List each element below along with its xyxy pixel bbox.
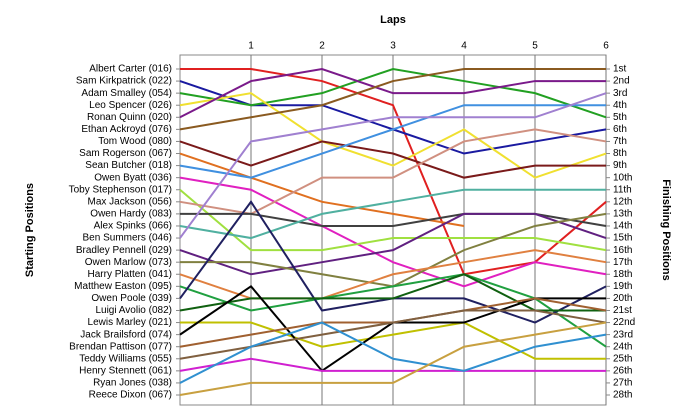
x-axis-title: Laps: [380, 14, 406, 26]
position-line: [179, 68, 606, 131]
y2-tick-label: 11th: [613, 184, 632, 195]
y2-tick-label: 1st: [613, 64, 627, 75]
start-label: Owen Byatt (036): [94, 172, 172, 183]
start-label: Adam Smalley (054): [81, 88, 172, 99]
position-line: [179, 92, 607, 179]
position-line: [179, 67, 606, 119]
y2-tick-label: 10th: [613, 172, 632, 183]
y2-tick-label: 28th: [613, 390, 632, 401]
position-line: [179, 92, 607, 239]
y2-tick-label: 16th: [613, 245, 632, 256]
x-tick-label: 1: [248, 41, 254, 52]
y2-tick-label: 23rd: [613, 329, 633, 340]
y2-tick-label: 26th: [613, 365, 632, 376]
position-line: [179, 67, 607, 119]
y2-tick-label: 9th: [613, 160, 627, 171]
y2-tick-label: 27th: [613, 378, 632, 389]
start-label: Alex Spinks (066): [94, 221, 172, 232]
y2-tick-label: 5th: [613, 112, 627, 123]
x-tick-label: 4: [461, 41, 467, 52]
y2-tick-label: 2nd: [613, 76, 630, 87]
start-label: Leo Spencer (026): [89, 100, 172, 111]
y2-tick-label: 6th: [613, 124, 627, 135]
position-line: [179, 357, 606, 372]
x-tick-label: 2: [319, 41, 325, 52]
start-label: Jack Brailsford (074): [80, 329, 172, 340]
start-label: Teddy Williams (055): [79, 353, 172, 364]
y2-tick-label: 20th: [613, 293, 632, 304]
start-label: Sam Rogerson (067): [79, 148, 172, 159]
start-label: Max Jackson (056): [88, 196, 172, 207]
start-label: Lewis Marley (021): [88, 317, 172, 328]
position-line: [179, 140, 606, 179]
start-label: Albert Carter (016): [89, 64, 172, 75]
position-line: [179, 321, 607, 384]
start-label: Owen Hardy (083): [90, 209, 172, 220]
start-label: Owen Marlow (073): [85, 257, 172, 268]
y2-tick-label: 15th: [613, 233, 632, 244]
position-line: [179, 212, 607, 276]
start-label: Bradley Pennell (029): [76, 245, 172, 256]
position-line: [179, 152, 465, 227]
position-line: [179, 176, 607, 288]
position-line: [179, 188, 606, 240]
x-tick-label: 3: [390, 41, 396, 52]
start-label: Tom Wood (080): [98, 136, 172, 147]
position-line: [179, 188, 607, 252]
start-label: Brendan Pattison (077): [69, 341, 172, 352]
position-line: [179, 321, 607, 396]
start-label: Sam Kirkpatrick (022): [76, 76, 172, 87]
y2-tick-label: 13th: [613, 209, 632, 220]
y2-tick-label: 7th: [613, 136, 627, 147]
y2-tick-label: 4th: [613, 100, 627, 111]
y2-tick-label: 19th: [613, 281, 632, 292]
start-label: Owen Poole (039): [91, 293, 172, 304]
position-line: [180, 321, 606, 360]
y2-tick-label: 18th: [613, 269, 632, 280]
x-tick-label: 6: [603, 41, 609, 52]
start-label: Reece Dixon (067): [89, 390, 172, 401]
start-label: Toby Stephenson (017): [69, 184, 172, 195]
y2-tick-label: 22nd: [613, 317, 635, 328]
y2-tick-label: 14th: [613, 221, 632, 232]
start-label: Ronan Quinn (020): [87, 112, 172, 123]
y2-axis-title: Finishing Positions: [660, 179, 672, 280]
position-line: [179, 104, 606, 179]
x-tick-label: 5: [532, 41, 538, 52]
y2-tick-label: 25th: [613, 353, 632, 364]
start-label: Matthew Easton (095): [74, 281, 172, 292]
start-label: Luigi Avolio (082): [95, 305, 172, 316]
y-axis-title: Starting Positions: [24, 183, 36, 277]
y2-tick-label: 12th: [613, 196, 632, 207]
y2-tick-label: 3rd: [613, 88, 627, 99]
start-label: Henry Stennett (061): [79, 365, 172, 376]
y2-tick-label: 17th: [613, 257, 632, 268]
y2-tick-label: 24th: [613, 341, 632, 352]
start-label: Ben Summers (046): [83, 233, 172, 244]
start-label: Sean Butcher (018): [85, 160, 172, 171]
y2-tick-label: 21st: [613, 305, 632, 316]
start-label: Ryan Jones (038): [93, 378, 172, 389]
y2-tick-label: 8th: [613, 148, 627, 159]
start-label: Harry Platten (041): [88, 269, 172, 280]
start-label: Ethan Ackroyd (076): [81, 124, 172, 135]
